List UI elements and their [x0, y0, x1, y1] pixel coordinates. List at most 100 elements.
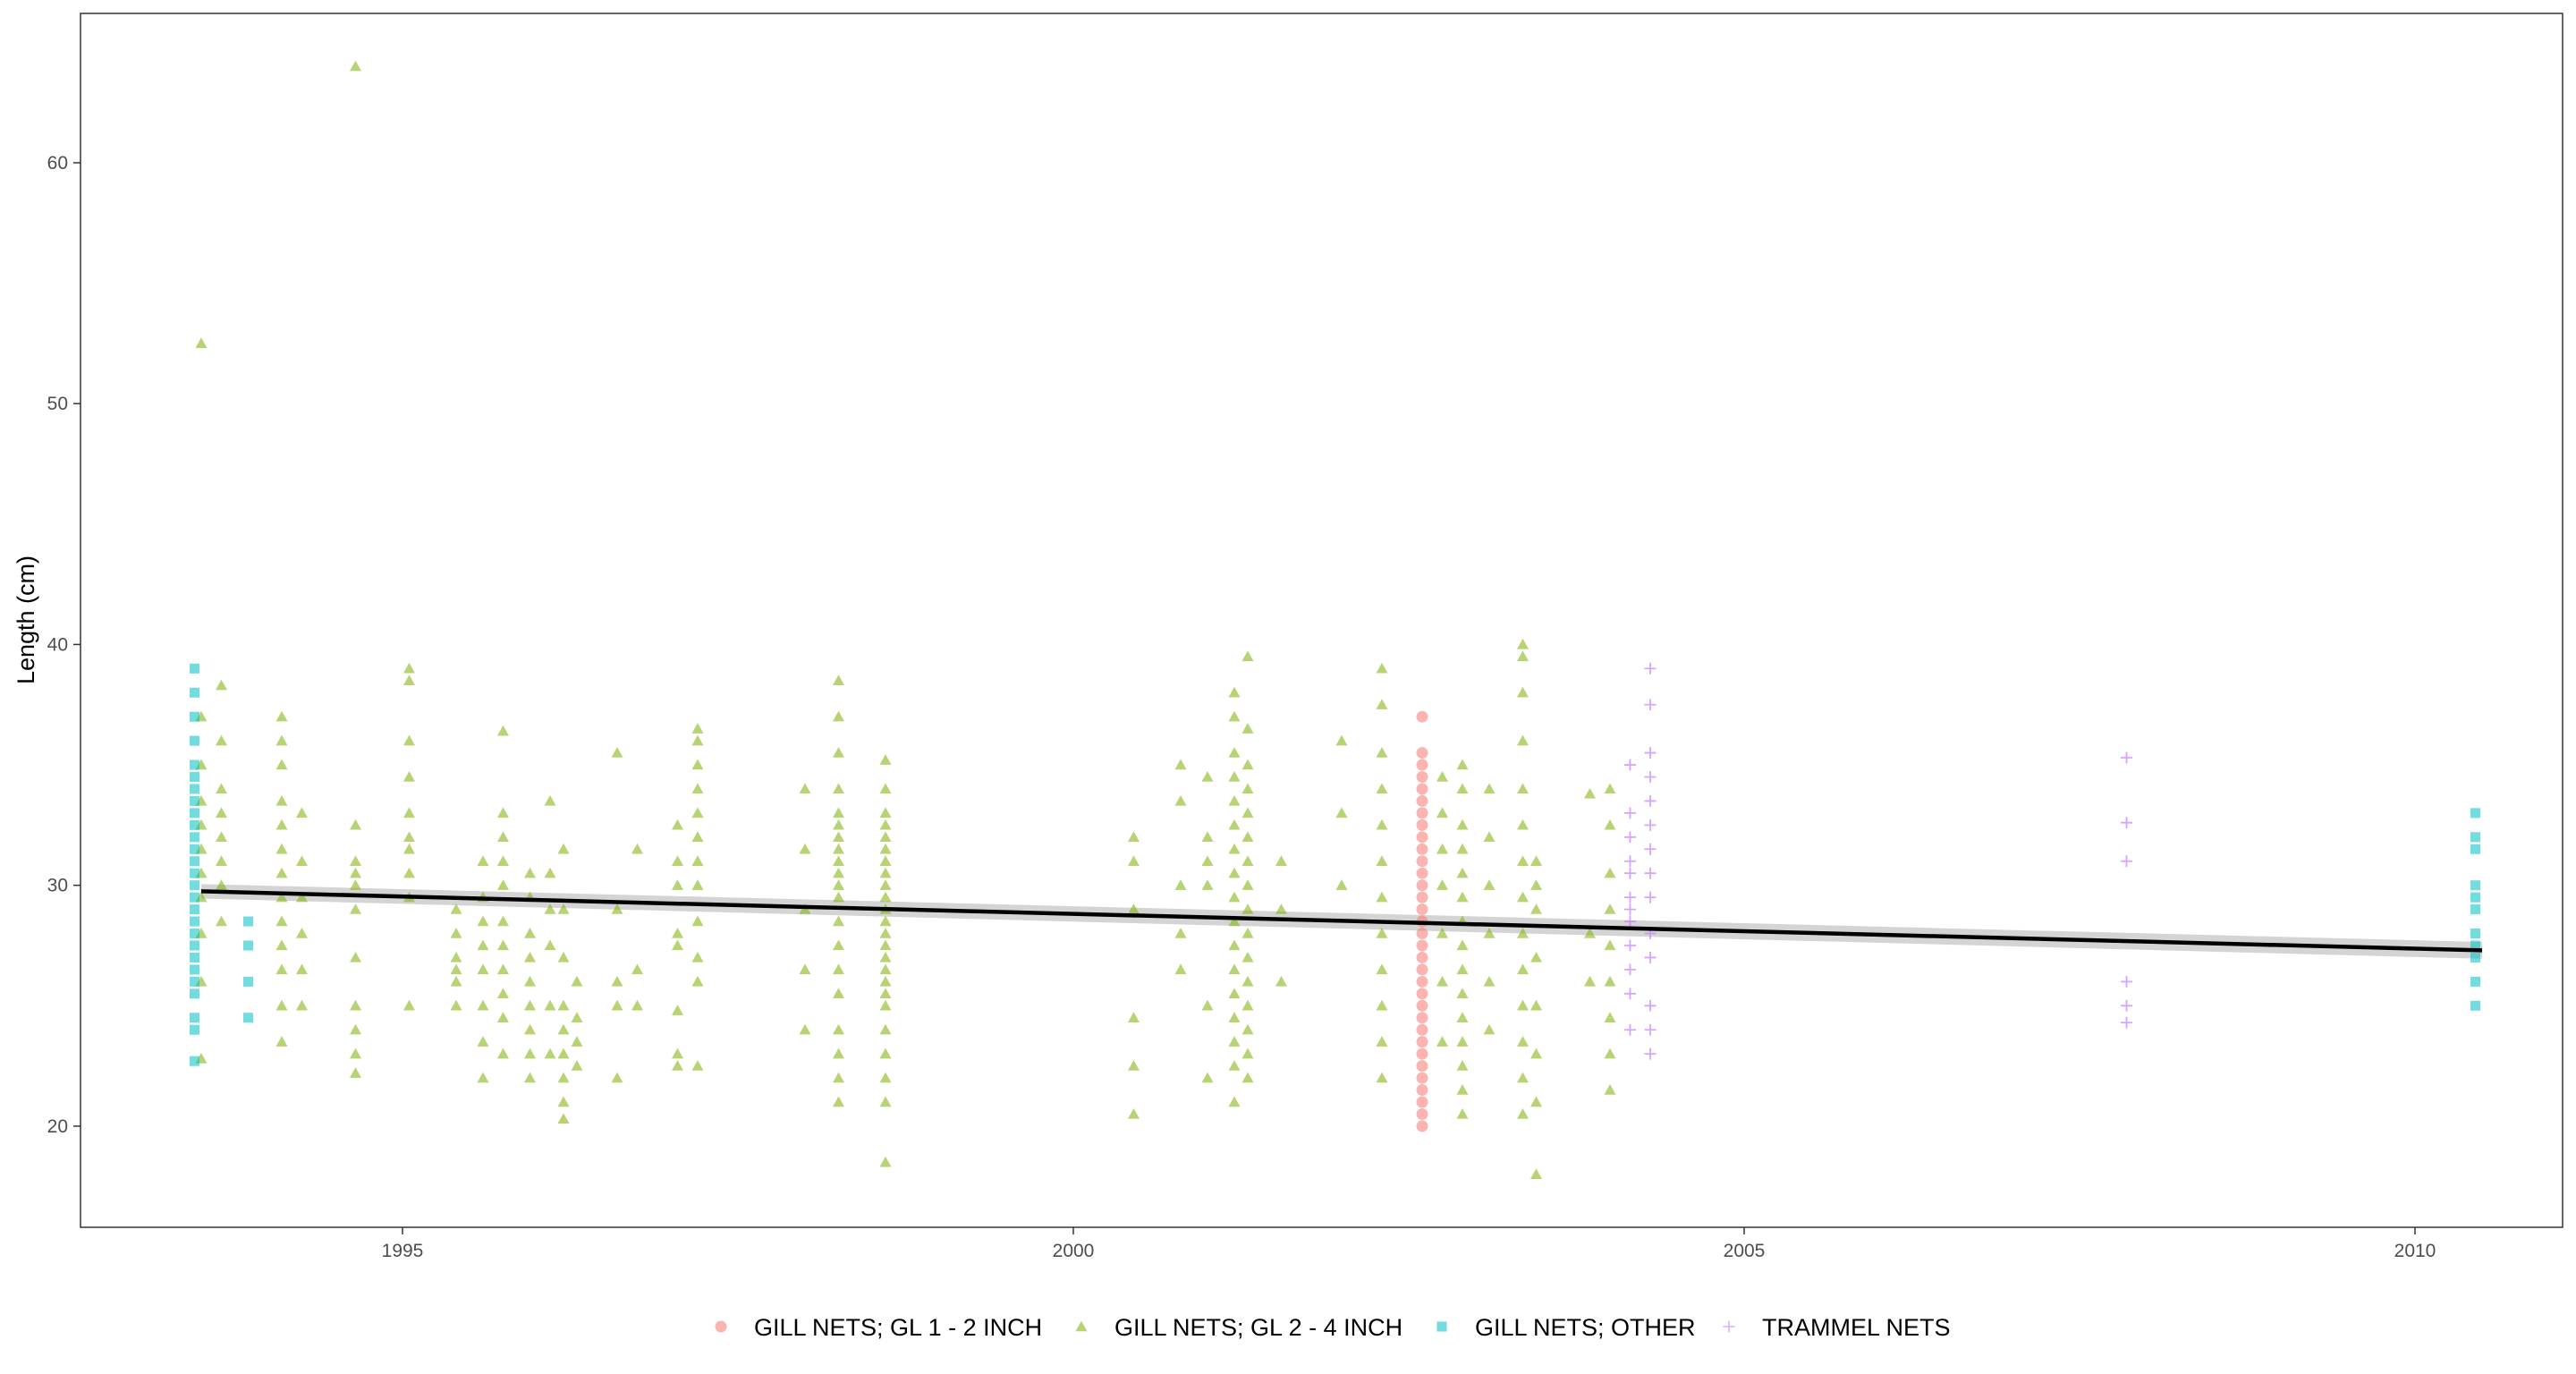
- data-point: [1228, 818, 1241, 830]
- data-point: [1644, 891, 1657, 903]
- data-point: [1416, 903, 1428, 916]
- data-point: [1604, 903, 1616, 914]
- data-point: [557, 1113, 570, 1124]
- series-2-points: [195, 60, 1616, 1179]
- data-point: [1416, 963, 1428, 976]
- data-point: [350, 1067, 361, 1078]
- data-point: [1174, 879, 1187, 890]
- data-point: [833, 1096, 844, 1107]
- data-point: [833, 867, 844, 878]
- data-point: [1436, 807, 1448, 818]
- data-point: [2470, 976, 2481, 987]
- data-point: [1416, 759, 1428, 771]
- data-point: [1644, 843, 1657, 855]
- data-point: [557, 1023, 570, 1035]
- data-point: [189, 868, 200, 878]
- data-point: [1416, 939, 1428, 952]
- data-point: [1128, 1012, 1140, 1022]
- data-point: [242, 916, 254, 927]
- data-point: [1416, 879, 1428, 892]
- data-point: [477, 1036, 489, 1047]
- data-point: [1275, 975, 1287, 987]
- data-point: [1483, 831, 1496, 843]
- data-point: [1376, 1036, 1388, 1047]
- data-point: [189, 795, 200, 806]
- x-tick-label: 2000: [1053, 1241, 1095, 1261]
- data-point: [1644, 1047, 1657, 1060]
- data-point: [189, 1056, 200, 1066]
- data-point: [450, 903, 462, 914]
- legend-key: [1436, 1321, 1447, 1332]
- data-point: [571, 975, 583, 987]
- data-point: [1174, 963, 1187, 975]
- data-point: [1456, 988, 1469, 999]
- data-point: [2470, 880, 2481, 891]
- data-point: [524, 867, 536, 878]
- data-point: [497, 1012, 509, 1022]
- data-point: [296, 999, 308, 1011]
- data-point: [1228, 747, 1241, 758]
- data-point: [189, 735, 200, 746]
- data-point: [189, 892, 200, 903]
- data-point: [1228, 939, 1241, 951]
- x-axis: 1995 2000 2005 2010: [382, 1227, 2436, 1261]
- data-point: [189, 940, 200, 951]
- data-point: [1241, 723, 1254, 734]
- x-tick-label: 2005: [1724, 1241, 1766, 1261]
- data-point: [1604, 1047, 1616, 1059]
- data-point: [879, 928, 892, 938]
- legend-label: TRAMMEL NETS: [1762, 1314, 1951, 1341]
- data-point: [879, 1156, 892, 1167]
- data-point: [1456, 1107, 1469, 1119]
- data-point: [557, 1096, 570, 1107]
- data-point: [275, 759, 288, 770]
- data-point: [2470, 928, 2481, 939]
- data-point: [296, 928, 308, 938]
- data-point: [1416, 783, 1428, 795]
- data-point: [1416, 1096, 1428, 1108]
- data-point: [1456, 939, 1469, 951]
- data-point: [1604, 818, 1616, 830]
- data-point: [1241, 855, 1254, 866]
- data-point: [242, 976, 254, 987]
- data-points: [189, 60, 2481, 1179]
- data-point: [189, 687, 200, 698]
- data-point: [275, 710, 288, 722]
- data-point: [691, 807, 704, 818]
- data-point: [1174, 928, 1187, 938]
- data-point: [477, 915, 489, 927]
- data-point: [1416, 710, 1428, 723]
- data-point: [833, 855, 844, 866]
- data-point: [833, 939, 844, 951]
- data-point: [1517, 734, 1529, 746]
- data-point: [1624, 939, 1636, 952]
- data-point: [189, 952, 200, 963]
- data-point: [1416, 771, 1428, 784]
- data-point: [242, 1013, 254, 1023]
- data-point: [1604, 939, 1616, 951]
- data-point: [2121, 855, 2132, 868]
- data-point: [216, 855, 227, 866]
- data-point: [1174, 794, 1187, 806]
- data-point: [1228, 988, 1241, 999]
- trend-line: [200, 889, 2483, 953]
- data-point: [1604, 975, 1616, 987]
- data-point: [557, 903, 570, 914]
- data-point: [403, 867, 415, 878]
- data-point: [2121, 975, 2132, 988]
- data-point: [611, 975, 623, 987]
- data-point: [189, 784, 200, 794]
- data-point: [879, 831, 892, 843]
- data-point: [350, 1023, 361, 1035]
- data-point: [189, 808, 200, 818]
- data-point: [189, 844, 200, 854]
- data-point: [1241, 975, 1254, 987]
- data-point: [189, 856, 200, 867]
- data-point: [524, 928, 536, 938]
- data-point: [189, 1024, 200, 1035]
- data-point: [189, 832, 200, 843]
- data-point: [1201, 879, 1214, 890]
- data-point: [350, 855, 361, 866]
- data-point: [879, 988, 892, 999]
- data-point: [544, 867, 556, 878]
